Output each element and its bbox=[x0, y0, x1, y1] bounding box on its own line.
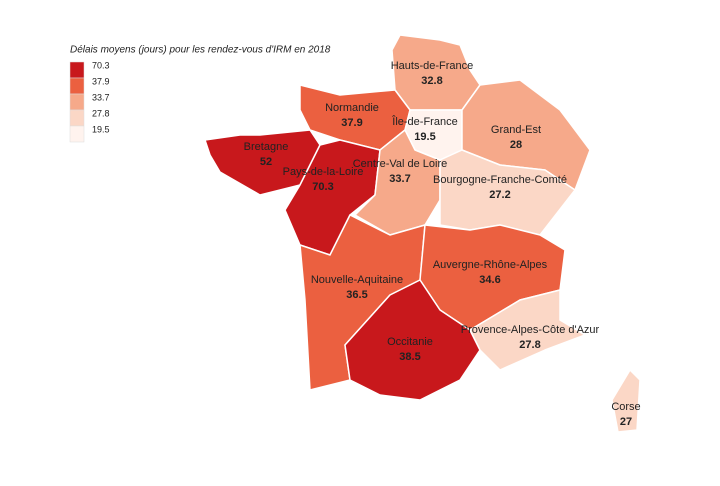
region-value: 34.6 bbox=[479, 274, 500, 286]
region bbox=[354, 129, 441, 236]
legend: 70.3 37.9 33.7 27.8 19.5 bbox=[69, 60, 110, 143]
region-value: 70.3 bbox=[312, 181, 333, 193]
legend-swatch bbox=[69, 109, 85, 127]
region-name: Île-de-France bbox=[391, 115, 457, 128]
region-name: Auvergne-Rhône-Alpes bbox=[433, 259, 548, 271]
legend-label: 37.9 bbox=[92, 76, 110, 86]
region-value: 32.8 bbox=[421, 75, 442, 87]
region-value: 19.5 bbox=[414, 131, 435, 143]
region-value: 38.5 bbox=[399, 351, 420, 363]
legend-swatch bbox=[69, 61, 85, 79]
region-name: Hauts-de-France bbox=[391, 60, 474, 72]
region-name: Bourgogne-Franche-Comté bbox=[433, 174, 567, 186]
region-value: 28 bbox=[510, 139, 522, 151]
legend-label: 70.3 bbox=[92, 60, 110, 70]
region-name: Occitanie bbox=[387, 336, 433, 348]
region-name: Provence-Alpes-Côte d'Azur bbox=[461, 324, 600, 336]
legend-swatch bbox=[69, 125, 85, 143]
region bbox=[391, 34, 481, 111]
region-name: Corse bbox=[611, 401, 640, 413]
legend-swatch bbox=[69, 93, 85, 111]
region bbox=[469, 289, 586, 371]
region-name: Centre-Val de Loire bbox=[353, 158, 448, 170]
region-name: Bretagne bbox=[244, 141, 289, 153]
regions bbox=[204, 34, 641, 433]
legend-swatch bbox=[69, 77, 85, 95]
legend-label: 19.5 bbox=[92, 124, 110, 134]
region-name: Pays-de-la-Loire bbox=[283, 166, 364, 178]
region-value: 36.5 bbox=[346, 289, 367, 301]
legend-label: 33.7 bbox=[92, 92, 110, 102]
region bbox=[611, 369, 641, 433]
region-value: 37.9 bbox=[341, 117, 362, 129]
region-value: 27.2 bbox=[489, 189, 510, 201]
region-name: Normandie bbox=[325, 102, 379, 114]
region-value: 52 bbox=[260, 156, 272, 168]
labels: Hauts-de-France 32.8 Normandie 37.9 Île-de-F… bbox=[244, 60, 641, 428]
region-name: Nouvelle-Aquitaine bbox=[311, 274, 403, 286]
map-title: Délais moyens (jours) pour les rendez-vo… bbox=[70, 45, 331, 56]
region-name: Grand-Est bbox=[491, 124, 541, 136]
legend-label: 27.8 bbox=[92, 108, 110, 118]
region-value: 27 bbox=[620, 416, 632, 428]
region-value: 27.8 bbox=[519, 339, 540, 351]
region-value: 33.7 bbox=[389, 173, 410, 185]
